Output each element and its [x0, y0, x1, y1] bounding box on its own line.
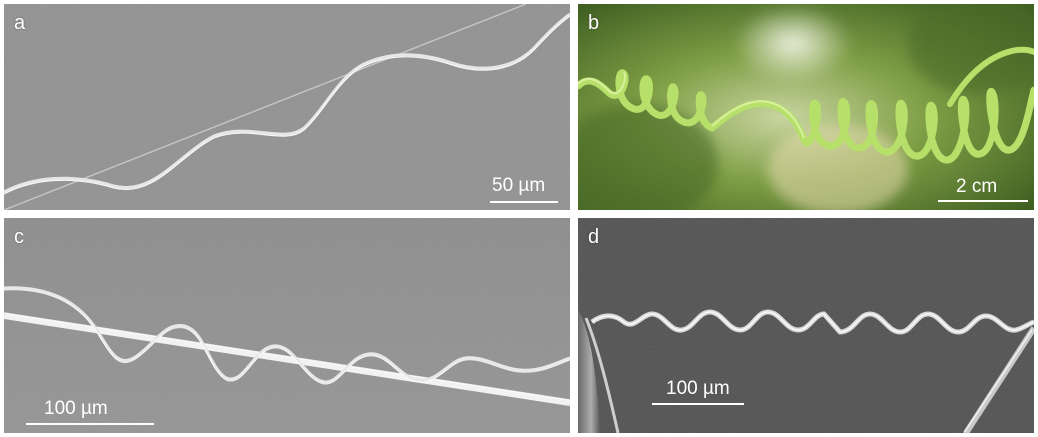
- panel-c-scale-text: 100 µm: [44, 398, 108, 419]
- panel-c-image: [4, 218, 570, 433]
- panel-a-scale-bar: [490, 201, 558, 203]
- panel-a-label: a: [14, 12, 26, 34]
- panel-d-scale-text: 100 µm: [666, 378, 730, 399]
- panel-b-image: [578, 4, 1034, 210]
- panel-c-label: c: [14, 226, 24, 248]
- panel-c-scale-bar: [26, 423, 154, 425]
- panel-d: d 100 µm: [578, 218, 1034, 433]
- panel-b-scale-text: 2 cm: [956, 176, 998, 197]
- panel-c: c 100 µm: [4, 218, 570, 433]
- panel-b-label: b: [588, 12, 600, 34]
- panel-d-label: d: [588, 226, 600, 248]
- panel-d-image: [578, 218, 1034, 433]
- panel-b: b 2 cm: [578, 4, 1034, 210]
- panel-d-scale-bar: [652, 403, 744, 405]
- panel-a: a 50 µm: [4, 4, 570, 210]
- panel-a-image: [4, 4, 570, 210]
- panel-a-scale-text: 50 µm: [492, 175, 546, 196]
- panel-b-scale-bar: [938, 200, 1028, 202]
